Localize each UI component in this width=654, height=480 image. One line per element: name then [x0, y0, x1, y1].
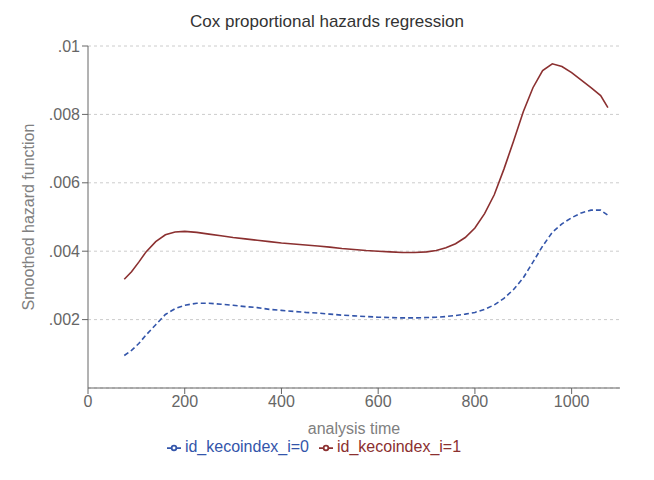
html-text:Cox proportional hazards regre: Cox proportional hazards regression [190, 12, 464, 31]
svg-text:200: 200 [171, 393, 198, 410]
html-text:id_kecoindex_i=1: id_kecoindex_i=1 [337, 438, 462, 455]
svg-text:0: 0 [84, 393, 93, 410]
svg-text:400: 400 [268, 393, 295, 410]
svg-text:.006: .006 [49, 174, 80, 191]
svg-text:.004: .004 [49, 243, 80, 260]
svg-text:1000: 1000 [554, 393, 590, 410]
svg-text:.002: .002 [49, 311, 80, 328]
svg-text:.01: .01 [58, 38, 80, 55]
svg-text:800: 800 [462, 393, 489, 410]
svg-text:analysis time: analysis time [308, 420, 401, 437]
svg-text:.008: .008 [49, 106, 80, 123]
svg-text:Smoothed hazard function: Smoothed hazard function [20, 124, 37, 311]
html-text:id_kecoindex_i=0: id_kecoindex_i=0 [184, 438, 309, 455]
svg-text:600: 600 [365, 393, 392, 410]
